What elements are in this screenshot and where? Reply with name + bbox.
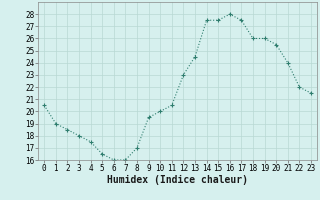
X-axis label: Humidex (Indice chaleur): Humidex (Indice chaleur) [107, 175, 248, 185]
